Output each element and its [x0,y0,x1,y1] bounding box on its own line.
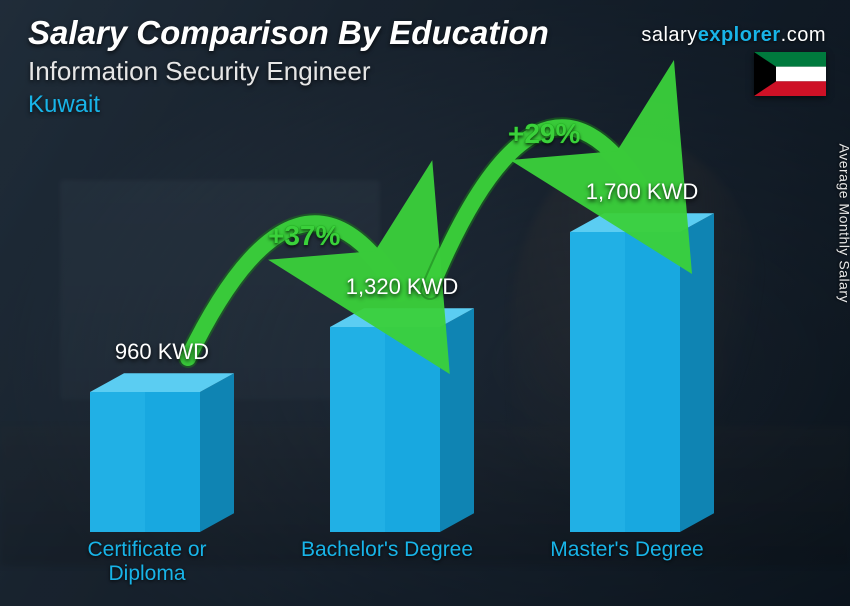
bar-shine [90,392,145,532]
jump-percent-label: +29% [508,118,580,150]
bar-category-label: Master's Degree [540,538,714,562]
salary-bar-chart [0,0,850,606]
bar-side [200,373,234,532]
bar-side [440,308,474,532]
bar-value-label: 960 KWD [60,339,264,365]
bar-shine [570,232,625,532]
bar-category-label: Certificate or Diploma [60,538,234,586]
bar-shine [330,327,385,532]
bar-category-label: Bachelor's Degree [300,538,474,562]
bar-side [680,213,714,532]
bar-value-label: 1,700 KWD [540,179,744,205]
jump-percent-label: +37% [268,220,340,252]
bar-value-label: 1,320 KWD [300,274,504,300]
